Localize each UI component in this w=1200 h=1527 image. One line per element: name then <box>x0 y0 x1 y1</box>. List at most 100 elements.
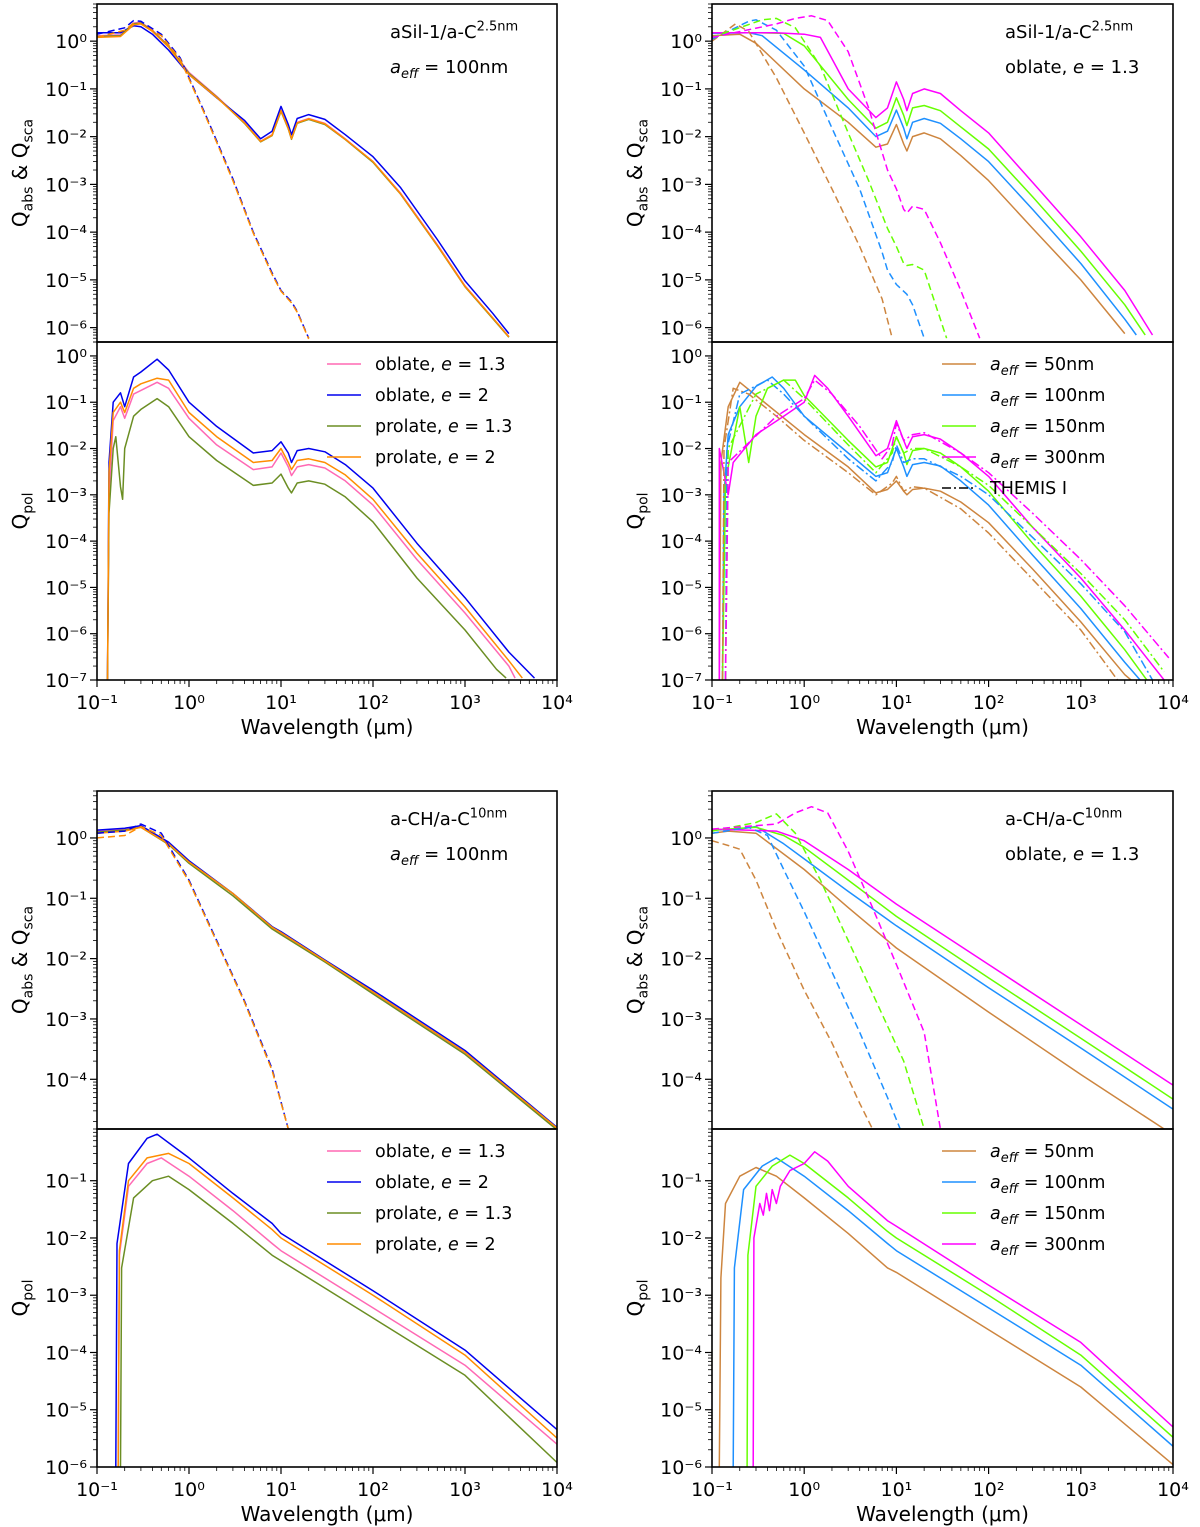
ylabel-A-top: Qabs & Qsca​ <box>8 119 37 227</box>
legend-label: aeff = 100nm <box>990 1173 1105 1197</box>
y-tick-label: 10⁻¹ <box>660 392 702 414</box>
y-tick-label: 10⁻¹ <box>660 1171 702 1193</box>
panel-C-bottom: 10⁻⁶ 10⁻⁵ 10⁻⁴ 10⁻³ 10⁻² 10⁻¹ Qpol​ oblate, e =… <box>8 1128 573 1501</box>
y-tick-label: 10⁰ <box>55 31 87 53</box>
y-tick-label: 10⁻² <box>660 127 702 149</box>
series-B-top-1 <box>712 31 1137 336</box>
series-A-bottom-3 <box>106 377 523 680</box>
series-D-bottom-3 <box>752 1151 1173 1467</box>
x-tick-label: 10⁴ <box>541 1479 573 1501</box>
series-B-top-0 <box>712 33 1126 335</box>
series-B-bottom-1 <box>721 376 1141 680</box>
legend-label: oblate, e = 2 <box>375 1173 489 1193</box>
legend-label: aeff = 50nm <box>990 355 1094 379</box>
series-A-bottom-0 <box>106 381 516 680</box>
x-tick-label: 10² <box>973 692 1005 714</box>
panel-D-bottom: 10⁻⁶ 10⁻⁵ 10⁻⁴ 10⁻³ 10⁻² 10⁻¹ Qpol​ aeff = 50nm… <box>623 1128 1189 1501</box>
y-tick-label: 10⁻⁵ <box>660 270 702 292</box>
y-tick-label: 10⁻⁵ <box>660 577 702 599</box>
y-tick-label: 10⁻⁶ <box>45 624 87 646</box>
y-tick-label: 10⁻⁴ <box>45 222 87 244</box>
x-tick-label: 10⁻¹ <box>691 692 733 714</box>
series-D-top-3 <box>712 828 1173 1086</box>
series-A-bottom-2 <box>106 397 507 680</box>
y-tick-label: 10⁻⁶ <box>45 1457 87 1479</box>
annotation-B-1: oblate, e = 1.3 <box>1005 57 1139 78</box>
series-A-bottom-1 <box>106 358 536 680</box>
series-C-top-0 <box>97 825 557 1129</box>
legend-label: prolate, e = 2 <box>375 1235 496 1255</box>
y-tick-label: 10⁻³ <box>45 1009 87 1031</box>
x-tick-label: 10² <box>973 1479 1005 1501</box>
x-tick-label: 10³ <box>449 692 481 714</box>
y-tick-label: 10⁻¹ <box>45 392 87 414</box>
panel-B-bottom: 10⁻⁷ 10⁻⁶ 10⁻⁵ 10⁻⁴ 10⁻³ 10⁻² 10⁻¹ 10⁰ Qpol​ aeff… <box>623 341 1189 714</box>
x-tick-label: 10⁴ <box>1157 692 1189 714</box>
y-tick-label: 10⁻⁵ <box>45 1400 87 1422</box>
x-tick-label: 10¹ <box>265 1479 297 1501</box>
legend-label: THEMIS I <box>989 479 1067 499</box>
panel-D-top: 10⁻⁴ 10⁻³ 10⁻² 10⁻¹ 10⁰ Qabs & Qsca​ a-CH/a-C1… <box>623 790 1174 1130</box>
y-tick-label: 10⁻³ <box>660 174 702 196</box>
legend-label: aeff = 100nm <box>990 386 1105 410</box>
x-tick-label: 10⁻¹ <box>691 1479 733 1501</box>
y-tick-label: 10⁻¹ <box>660 888 702 910</box>
x-tick-label: 10⁴ <box>1157 1479 1189 1501</box>
legend-label: prolate, e = 2 <box>375 448 496 468</box>
x-tick-label: 10³ <box>1065 1479 1097 1501</box>
series-B-top-2 <box>712 31 1146 336</box>
xlabel-D: Wavelength (μm) <box>856 1502 1029 1526</box>
series-A-top-5 <box>97 22 310 340</box>
ylabel-D-bottom: Qpol​ <box>623 1279 652 1316</box>
series-D-top-2 <box>712 826 1173 1100</box>
annotation-D-0: a-CH/a-C10nm <box>1005 806 1122 830</box>
series-C-top-3 <box>97 826 557 1129</box>
y-tick-label: 10⁻² <box>45 949 87 971</box>
y-tick-label: 10⁻² <box>660 1228 702 1250</box>
y-tick-label: 10⁻² <box>45 439 87 461</box>
legend-label: aeff = 50nm <box>990 1142 1094 1166</box>
y-tick-label: 10⁻³ <box>45 485 87 507</box>
series-A-top-1 <box>97 25 510 335</box>
y-tick-label: 10⁻⁷ <box>45 670 87 692</box>
x-tick-label: 10¹ <box>881 1479 913 1501</box>
y-tick-label: 10⁻³ <box>660 1285 702 1307</box>
y-tick-label: 10⁻⁴ <box>660 1342 702 1364</box>
ylabel-C-bottom: Qpol​ <box>8 1279 37 1316</box>
y-tick-label: 10⁻¹ <box>45 79 87 101</box>
legend-label: aeff = 150nm <box>990 1204 1105 1228</box>
ylabel-D-top: Qabs & Qsca​ <box>623 906 652 1014</box>
annotation-A-0: aSil-1/a-C2.5nm <box>390 19 518 43</box>
y-tick-label: 10⁻⁶ <box>660 624 702 646</box>
x-tick-label: 10¹ <box>265 692 297 714</box>
y-tick-label: 10⁻³ <box>660 485 702 507</box>
series-C-top-2 <box>97 826 557 1129</box>
y-tick-label: 10⁻¹ <box>660 79 702 101</box>
legend-label: aeff = 150nm <box>990 417 1105 441</box>
y-tick-label: 10⁻¹ <box>45 888 87 910</box>
series-D-top-0 <box>712 830 1166 1129</box>
y-tick-label: 10⁻⁴ <box>45 531 87 553</box>
series-C-top-1 <box>97 824 557 1128</box>
y-tick-label: 10⁻⁶ <box>660 318 702 340</box>
xlabel-B: Wavelength (μm) <box>856 715 1029 739</box>
x-tick-label: 10² <box>357 1479 389 1501</box>
frame-D-bottom <box>711 1128 1174 1468</box>
frame-B-top <box>711 3 1174 343</box>
y-tick-label: 10⁻⁴ <box>660 1069 702 1091</box>
series-D-top-6 <box>712 813 925 1129</box>
series-C-bottom-2 <box>119 1175 557 1467</box>
y-tick-label: 10⁻⁶ <box>45 318 87 340</box>
series-B-bottom-7 <box>724 379 1170 680</box>
series-D-top-4 <box>712 839 874 1129</box>
y-tick-label: 10⁰ <box>670 31 702 53</box>
ylabel-B-top: Qabs & Qsca​ <box>623 119 652 227</box>
legend-label: oblate, e = 1.3 <box>375 355 506 375</box>
ylabel-B-bottom: Qpol​ <box>623 492 652 529</box>
frame-A-top <box>96 3 558 343</box>
legend-label: oblate, e = 2 <box>375 386 489 406</box>
x-tick-label: 10¹ <box>881 692 913 714</box>
series-D-bottom-2 <box>746 1154 1173 1467</box>
x-tick-label: 10⁻¹ <box>76 692 118 714</box>
